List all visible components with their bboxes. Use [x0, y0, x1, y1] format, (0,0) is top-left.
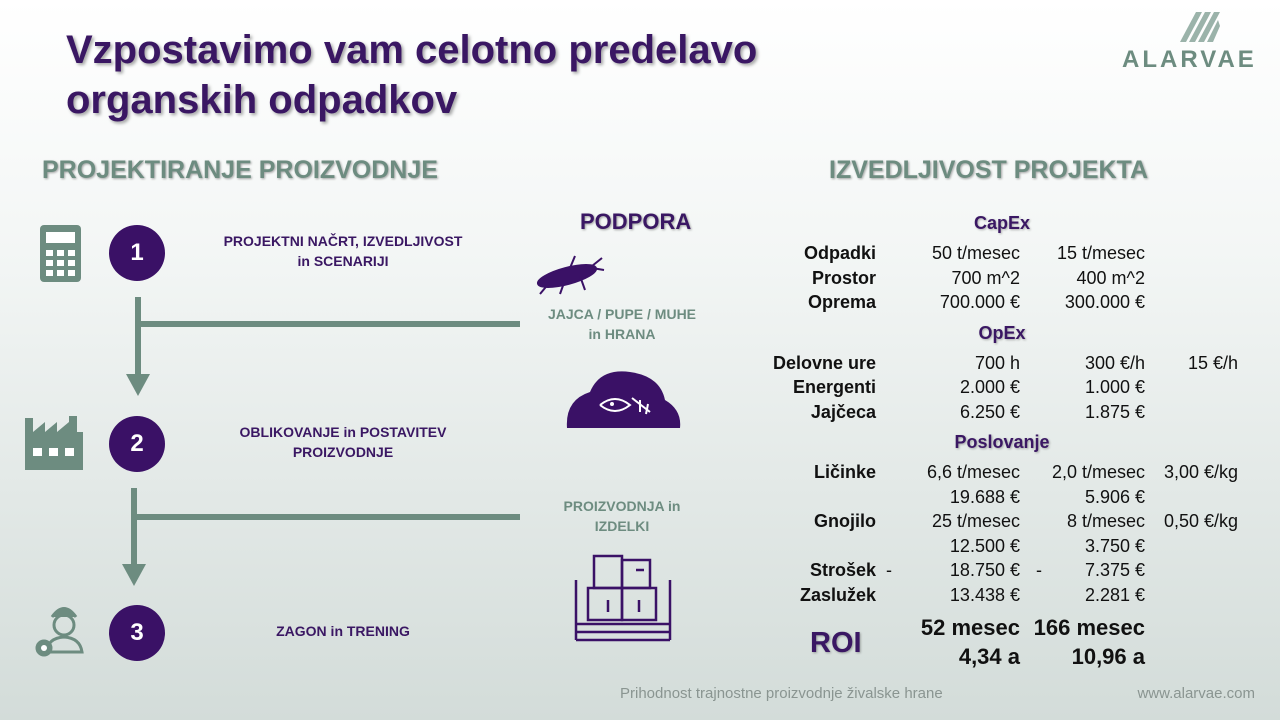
- row-label: Energenti: [792, 377, 876, 397]
- table-cell: 15 €/h: [1187, 352, 1238, 373]
- title: organskih odpadkov: [66, 78, 458, 122]
- table-cell: 7.375 €: [1084, 560, 1145, 580]
- table-cell: 1.875 €: [1084, 401, 1145, 422]
- step-label: ZAGON in TRENING: [276, 623, 410, 639]
- step-label: OBLIKOVANJE in POSTAVITEV: [239, 424, 447, 440]
- step-number: 3: [130, 619, 144, 646]
- sign: -: [1036, 560, 1042, 580]
- footer-url: www.alarvae.com: [1137, 685, 1255, 702]
- table-cell: 700 h: [974, 352, 1020, 373]
- table-cell: 12.500 €: [949, 535, 1020, 556]
- table-section-heading: Poslovanje: [954, 432, 1050, 452]
- row-label: Gnojilo: [814, 511, 876, 531]
- table-section-heading: CapEx: [973, 213, 1031, 233]
- roi-label: ROI: [810, 627, 862, 659]
- arrowheads: [122, 374, 150, 586]
- step-label: PROJEKTNI NAČRT, IZVEDLJIVOST: [223, 233, 463, 249]
- table-cell: 2,0 t/mesec: [1051, 462, 1145, 482]
- section-heading: PROJEKTIRANJE PROIZVODNJE: [42, 156, 438, 184]
- table-cell: 8 t/mesec: [1066, 511, 1145, 531]
- table-cell: 300.000 €: [1064, 292, 1145, 312]
- logo-text: ALARVAE: [1122, 46, 1257, 73]
- table-cell: 18.750 €: [949, 560, 1020, 580]
- table-cell: 13.438 €: [949, 584, 1020, 605]
- table-cell: 50 t/mesec: [931, 243, 1020, 263]
- row-label: Strošek: [809, 560, 876, 580]
- row-label: Jajčeca: [810, 401, 876, 422]
- pallet-icon: [574, 554, 672, 642]
- row-label: Zaslužek: [799, 584, 876, 605]
- table-cell: 5.906 €: [1084, 486, 1145, 507]
- section-heading: IZVEDLJIVOST PROJEKTA: [829, 156, 1149, 184]
- table-cell: 2.000 €: [959, 377, 1020, 397]
- footer-tagline: Prihodnost trajnostne proizvodnje živals…: [620, 685, 943, 702]
- table-cell: 6.250 €: [959, 401, 1020, 422]
- row-label: Oprema: [807, 292, 876, 312]
- insect-icon: [536, 255, 605, 295]
- step-number: 1: [130, 239, 144, 266]
- table-cell: 25 t/mesec: [931, 511, 1020, 531]
- connectors: [131, 297, 520, 566]
- factory-icon: [25, 416, 83, 470]
- table-cell: 700.000 €: [939, 292, 1020, 312]
- roi-value: 52 mesec: [920, 615, 1020, 640]
- table-cell: 6,6 t/mesec: [926, 462, 1020, 482]
- food-waste-icon: [566, 371, 681, 428]
- support-heading: PODPORA: [580, 209, 692, 234]
- table-cell: 1.000 €: [1084, 377, 1145, 397]
- table-cell: 300 €/h: [1084, 352, 1145, 373]
- table-section-heading: OpEx: [978, 322, 1026, 343]
- logo-icon: [1180, 12, 1220, 42]
- roi-value: 166 mesec: [1033, 615, 1145, 640]
- support-label: in HRANA: [588, 326, 656, 342]
- row-label: Odpadki: [803, 243, 876, 263]
- step-number: 2: [130, 430, 144, 457]
- table-cell: 400 m^2: [1076, 267, 1145, 288]
- support-label: IZDELKI: [594, 518, 650, 534]
- support-label: PROIZVODNJA in: [563, 498, 681, 514]
- worker-icon: [35, 607, 84, 657]
- step-label: in SCENARIJI: [297, 253, 389, 269]
- calculator-icon: [40, 225, 81, 282]
- table-cell: 0,50 €/kg: [1163, 511, 1238, 531]
- step-label: PROIZVODNJE: [292, 444, 394, 460]
- row-label: Prostor: [811, 267, 876, 288]
- roi-value: 10,96 a: [1071, 644, 1145, 669]
- sign: -: [886, 560, 892, 580]
- step-circles: [109, 225, 165, 661]
- row-label: Ličinke: [813, 462, 876, 482]
- table-cell: 19.688 €: [949, 486, 1020, 507]
- table-cell: 3,00 €/kg: [1163, 462, 1238, 482]
- table-cell: 15 t/mesec: [1056, 243, 1145, 263]
- roi-value: 4,34 a: [958, 644, 1020, 669]
- title: Vzpostavimo vam celotno predelavo: [66, 28, 758, 72]
- table-cell: 2.281 €: [1084, 584, 1145, 605]
- table-cell: 3.750 €: [1084, 535, 1145, 556]
- table-cell: 700 m^2: [951, 267, 1020, 288]
- support-label: JAJCA / PUPE / MUHE: [547, 306, 697, 322]
- row-label: Delovne ure: [772, 352, 876, 373]
